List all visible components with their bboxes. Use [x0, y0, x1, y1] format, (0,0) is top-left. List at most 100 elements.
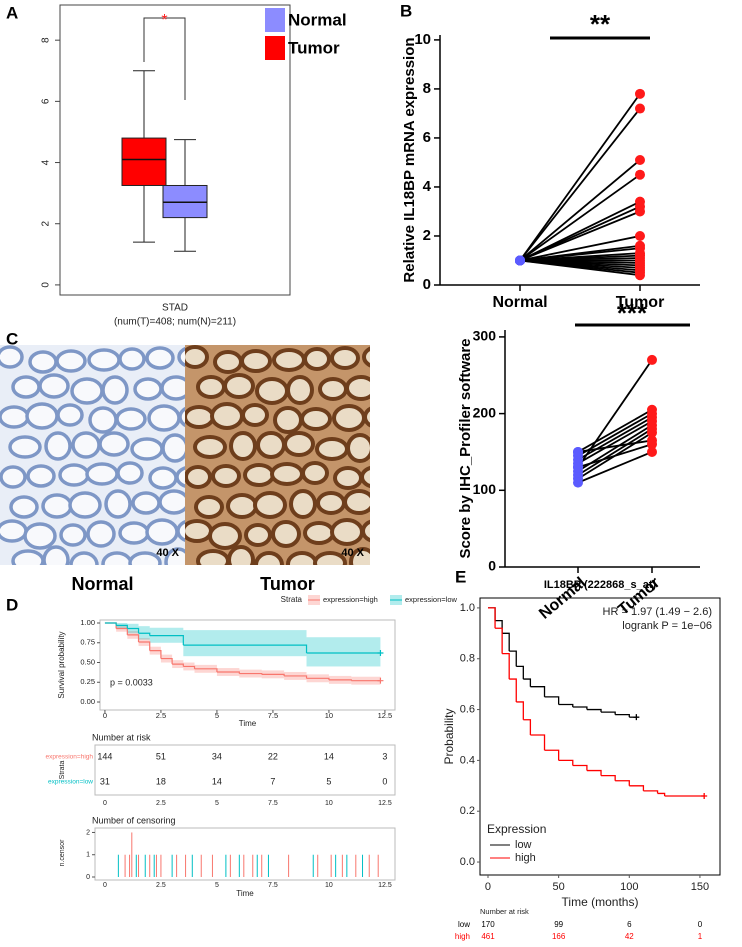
gland [196, 549, 230, 565]
survival-step [127, 634, 140, 642]
gland [98, 431, 130, 457]
risk-title: Number at risk [480, 907, 529, 916]
gland [26, 464, 56, 488]
pair-line [519, 173, 641, 262]
risk-count: 99 [554, 920, 563, 929]
survival-step [502, 632, 510, 652]
survival-step [261, 673, 285, 676]
gland [177, 346, 185, 368]
censor-title: Number of censoring [92, 815, 176, 825]
gland [41, 493, 73, 519]
risk-x-tick-label: 5 [215, 800, 219, 807]
survival-step [116, 624, 128, 629]
gland [185, 519, 213, 543]
risk-row-label: high [455, 932, 470, 941]
plot-frame [479, 597, 721, 876]
magnification-label: 40 X [156, 547, 179, 559]
y-label: Survival probability [57, 631, 66, 698]
gland [44, 431, 72, 461]
gland [315, 437, 349, 461]
risk-count: 34 [212, 751, 222, 761]
risk-row-label: expression=low [48, 779, 93, 786]
tumor-point [647, 354, 657, 365]
pair-line [519, 210, 641, 262]
gland [283, 431, 315, 457]
y-tick-label: 300 [473, 328, 497, 344]
gland [300, 407, 332, 431]
tumor-point [647, 439, 657, 450]
gland [128, 551, 162, 565]
gland [256, 431, 286, 459]
normal-point [573, 462, 583, 473]
x-tick-label: 100 [620, 881, 638, 893]
gland [210, 402, 244, 430]
survival-step [657, 792, 666, 796]
box [162, 184, 208, 219]
gland [161, 433, 185, 463]
survival-step [516, 665, 524, 680]
survival-step [127, 627, 140, 634]
box [121, 137, 167, 186]
censor-x-tick-label: 0 [103, 882, 107, 889]
survival-step [586, 708, 602, 713]
gland [362, 346, 370, 368]
gland [286, 375, 314, 405]
risk-count: 14 [212, 776, 222, 786]
gland [0, 465, 27, 489]
risk-count: 166 [552, 932, 566, 941]
gland [316, 491, 346, 515]
survival-step [172, 663, 184, 667]
annotation: p = 0.0033 [110, 677, 153, 687]
risk-count: 3 [382, 751, 387, 761]
gland [178, 406, 185, 428]
gland [38, 373, 70, 399]
y-tick-label: 10 [414, 31, 431, 48]
gland [56, 403, 84, 427]
normal-point [573, 477, 583, 488]
x-tick-label: 50 [553, 881, 565, 893]
histology-image: 40 X [185, 345, 404, 573]
y-tick-label: 100 [473, 481, 497, 497]
gland [226, 493, 258, 519]
survival-step [523, 678, 532, 687]
x-tick-label: 150 [691, 881, 709, 893]
gland [86, 520, 116, 548]
survival-step [572, 706, 588, 710]
y-tick-label: 0.75 [80, 638, 95, 647]
risk-count: 18 [156, 776, 166, 786]
legend-swatch [265, 36, 285, 60]
gland [273, 406, 303, 434]
tumor-point [635, 270, 645, 281]
survival-step [523, 719, 532, 735]
y-tick-label: 1.00 [80, 618, 95, 627]
legend-title: Expression [487, 822, 546, 836]
plot-frame [59, 4, 291, 296]
significance-stars: *** [617, 298, 648, 328]
risk-count: 144 [97, 751, 112, 761]
risk-row-label: low [458, 920, 470, 929]
legend-label: high [515, 852, 536, 864]
risk-x-tick-label: 2.5 [156, 800, 166, 807]
survival-step [149, 650, 162, 659]
tumor-point [635, 155, 645, 165]
gland [289, 489, 317, 519]
gland [374, 375, 404, 399]
gland [211, 464, 241, 488]
survival-step [495, 619, 503, 634]
risk-title: Number at risk [92, 732, 151, 742]
y-tick-label: 8 [41, 37, 52, 43]
x-tick-label: 0 [103, 711, 107, 720]
y-tick-label: 200 [473, 404, 497, 420]
gland [223, 373, 255, 399]
panel-letter: D [6, 595, 18, 614]
gland [378, 549, 404, 573]
gland [318, 377, 348, 401]
gland [85, 462, 119, 486]
survival-step [149, 635, 184, 646]
pair-line [519, 159, 641, 262]
gland [243, 463, 275, 487]
x-tick-label: 10 [325, 711, 333, 720]
risk-row-label: expression=high [45, 754, 93, 761]
gland [8, 435, 42, 459]
x-subtitle: (num(T)=408; num(N)=211) [114, 317, 236, 328]
